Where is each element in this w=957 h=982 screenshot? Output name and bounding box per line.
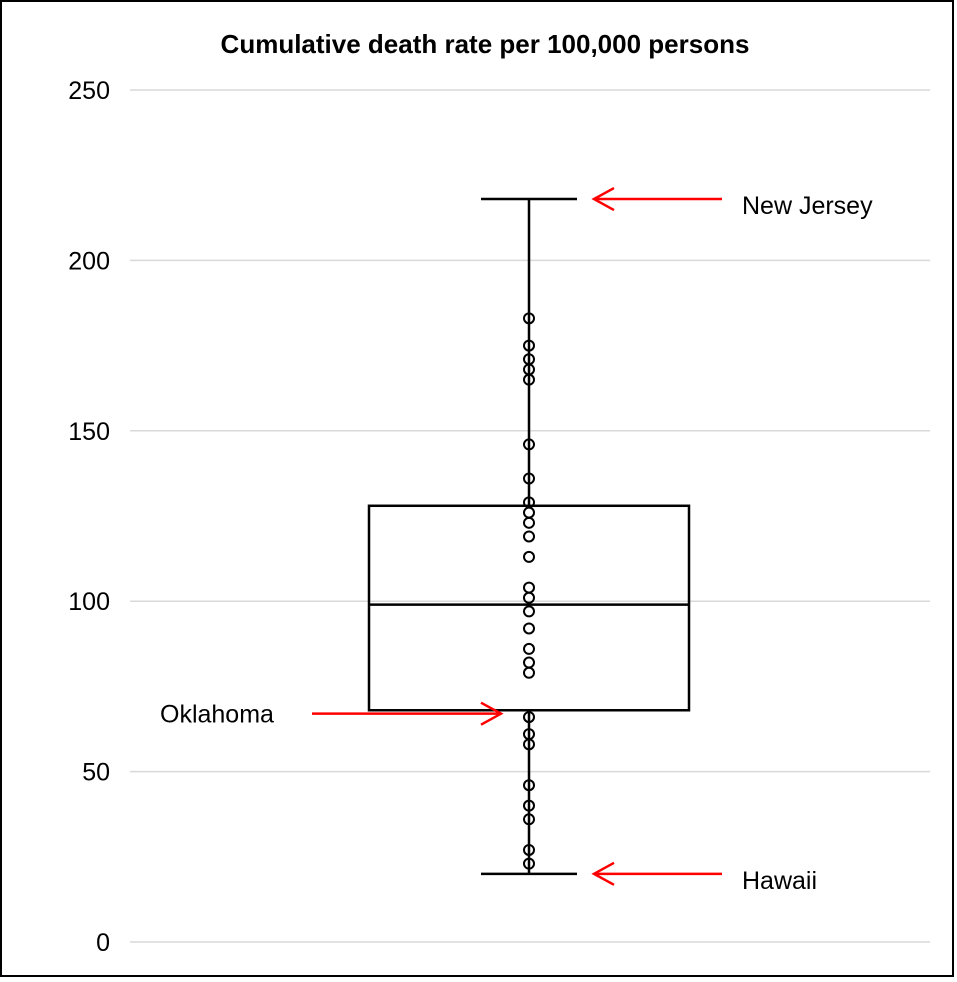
interquartile-box <box>367 504 691 712</box>
data-point <box>523 438 535 451</box>
y-tick-label: 0 <box>96 929 110 957</box>
y-tick-label: 250 <box>68 77 110 105</box>
data-point <box>523 857 535 870</box>
annotation-arrowhead <box>480 701 504 726</box>
annotation: Hawaii <box>591 861 817 895</box>
data-point <box>523 779 535 792</box>
chart-title: Cumulative death rate per 100,000 person… <box>221 29 750 59</box>
data-point <box>523 472 535 485</box>
data-points <box>523 312 535 870</box>
annotation-arrowhead <box>591 861 615 886</box>
data-point <box>523 738 535 751</box>
data-point <box>523 550 535 563</box>
data-point <box>523 711 535 724</box>
data-point <box>523 530 535 543</box>
data-point <box>523 666 535 679</box>
annotation: New Jersey <box>591 186 873 220</box>
y-tick-label: 200 <box>68 247 110 275</box>
data-point <box>523 642 535 655</box>
annotation-label: New Jersey <box>742 192 873 220</box>
data-point <box>523 516 535 529</box>
data-point <box>523 813 535 826</box>
data-point <box>523 843 535 856</box>
data-point <box>523 312 535 325</box>
y-tick-label: 100 <box>68 588 110 616</box>
annotation-label: Hawaii <box>742 867 817 895</box>
y-tick-label: 50 <box>82 759 110 787</box>
data-point <box>523 591 535 604</box>
data-point <box>523 799 535 812</box>
annotations: New Jersey Oklahoma Hawaii <box>160 186 873 895</box>
y-axis-ticks: 0 50 100 150 200 250 <box>68 77 110 957</box>
annotation-label: Oklahoma <box>160 701 274 729</box>
data-point <box>523 373 535 386</box>
annotation: Oklahoma <box>160 701 504 729</box>
annotation-arrowhead <box>591 186 615 212</box>
box-plot <box>367 197 691 876</box>
data-point <box>523 605 535 618</box>
data-point <box>523 339 535 352</box>
data-point <box>523 622 535 635</box>
y-tick-label: 150 <box>68 418 110 446</box>
